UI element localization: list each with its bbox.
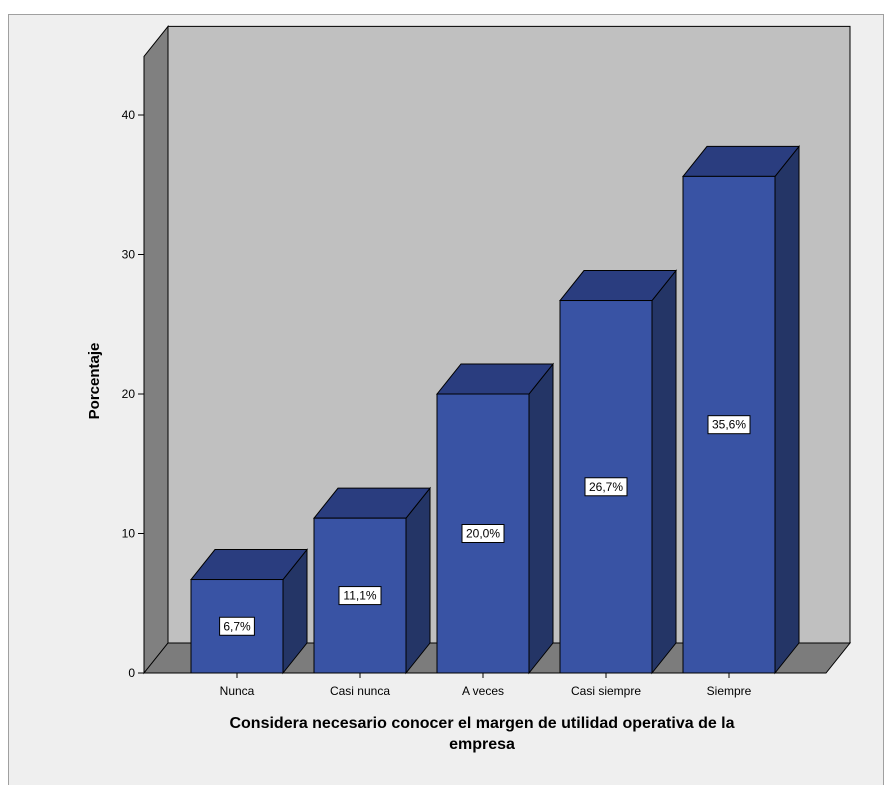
y-tick-label: 30: [122, 248, 136, 262]
bar-group: 11,1%: [312, 486, 432, 675]
bar-side: [405, 486, 431, 675]
axes-group: Porcentaje Considera necesario conocer e…: [86, 56, 826, 753]
bar-side: [651, 269, 677, 675]
bar-group: 6,7%: [189, 548, 309, 675]
x-tick-label: Casi siempre: [571, 684, 641, 698]
bar-group: 35,6%: [681, 144, 801, 675]
data-label-box: [584, 477, 628, 497]
data-label: 35,6%: [712, 418, 746, 432]
x-tick-label: A veces: [462, 684, 504, 698]
data-label-box: [707, 415, 751, 435]
y-tick-label: 40: [122, 108, 136, 122]
bars-group: 6,7% 11,1% 20,0% 26,7% 35,6%: [189, 144, 801, 675]
bar-side: [528, 362, 554, 675]
data-label: 26,7%: [589, 480, 623, 494]
x-tick-label: Casi nunca: [330, 684, 390, 698]
data-label-box: [461, 524, 505, 543]
y-tick-label: 0: [128, 666, 135, 680]
x-axis-title-line-2: empresa: [449, 736, 515, 753]
bar-group: 20,0%: [435, 362, 555, 675]
bar-group: 26,7%: [558, 269, 678, 675]
data-label-box: [338, 586, 382, 606]
data-label-box: [219, 616, 255, 636]
data-label: 6,7%: [223, 619, 251, 633]
y-tick-label: 10: [122, 527, 136, 541]
data-label: 11,1%: [343, 589, 376, 603]
y-axis-title: Porcentaje: [86, 343, 103, 420]
x-tick-label: Nunca: [220, 684, 255, 698]
side-wall: [143, 24, 169, 675]
x-tick-label: Siempre: [707, 684, 752, 698]
data-label: 20,0%: [466, 527, 500, 541]
bar-side: [774, 144, 800, 675]
y-tick-label: 20: [122, 387, 136, 401]
x-axis-title-line-1: Considera necesario conocer el margen de…: [229, 715, 734, 732]
